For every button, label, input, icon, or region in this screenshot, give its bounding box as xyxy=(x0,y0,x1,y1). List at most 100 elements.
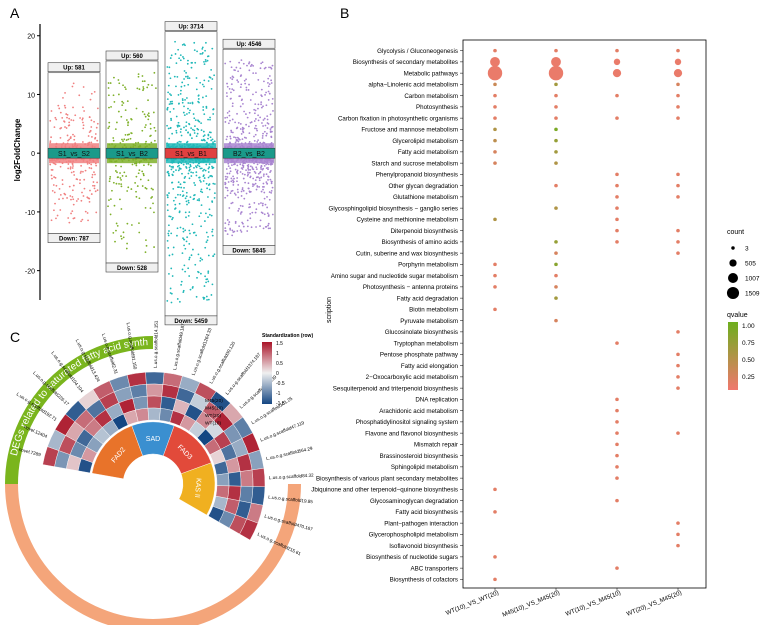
volcano-point xyxy=(229,119,231,122)
volcano-point xyxy=(194,263,197,266)
volcano-point xyxy=(254,211,257,214)
volcano-point xyxy=(137,141,140,144)
volcano-point xyxy=(142,87,145,90)
volcano-point xyxy=(204,212,207,215)
volcano-point xyxy=(79,172,82,174)
volcano-point xyxy=(207,270,210,273)
volcano-point xyxy=(229,170,232,173)
volcano-point xyxy=(180,186,183,189)
volcano-point xyxy=(200,225,203,228)
volcano-point xyxy=(185,129,187,132)
volcano-point xyxy=(239,67,242,70)
volcano-point xyxy=(114,240,116,243)
volcano-point xyxy=(228,110,231,113)
volcano-point xyxy=(262,182,265,185)
volcano-point xyxy=(272,110,274,112)
volcano-point xyxy=(172,170,175,173)
volcano-point xyxy=(121,175,124,177)
volcano-point xyxy=(200,212,202,214)
volcano-point xyxy=(237,81,240,83)
volcano-point xyxy=(79,182,81,185)
pathway-label: 2−Oxocarboxylic acid metabolism xyxy=(366,374,458,381)
volcano-point xyxy=(183,114,186,117)
volcano-point xyxy=(232,76,235,79)
volcano-point xyxy=(230,66,233,69)
pathway-dot xyxy=(676,48,680,53)
volcano-point xyxy=(82,195,85,197)
volcano-point xyxy=(265,181,268,184)
volcano-point xyxy=(224,230,227,232)
volcano-point xyxy=(267,90,270,93)
volcano-point xyxy=(184,211,187,214)
volcano-point xyxy=(154,87,157,90)
volcano-point xyxy=(63,104,66,107)
volcano-point xyxy=(201,96,204,99)
volcano-point xyxy=(247,125,250,128)
volcano-point xyxy=(169,110,172,113)
volcano-point xyxy=(236,126,239,129)
volcano-point xyxy=(152,202,154,205)
volcano-point xyxy=(233,69,236,71)
volcano-point xyxy=(167,232,170,235)
volcano-point xyxy=(202,180,205,182)
volcano-point xyxy=(80,220,83,223)
volcano-point xyxy=(59,136,62,139)
volcano-point xyxy=(230,131,233,134)
pathway-dot xyxy=(676,183,680,188)
volcano-point xyxy=(199,179,201,182)
volcano-point xyxy=(198,198,201,200)
volcano-point xyxy=(250,63,253,66)
volcano-point xyxy=(205,295,208,298)
volcano-point xyxy=(207,171,210,173)
pathway-label: Fructose and mannose metabolism xyxy=(361,127,458,134)
volcano-point xyxy=(142,172,145,175)
pathway-dot xyxy=(676,195,680,199)
heatmap-cell xyxy=(228,471,242,487)
volcano-point xyxy=(174,53,177,55)
volcano-point xyxy=(207,298,210,301)
volcano-point xyxy=(239,163,242,166)
volcano-point xyxy=(79,117,81,119)
volcano-point xyxy=(144,206,147,209)
volcano-point xyxy=(89,189,91,192)
volcano-point xyxy=(188,111,191,114)
volcano-point xyxy=(117,93,120,96)
volcano-point xyxy=(245,123,248,126)
volcano-point xyxy=(258,179,261,182)
volcano-point xyxy=(189,102,192,105)
volcano-point xyxy=(260,94,263,97)
volcano-point xyxy=(257,172,260,175)
volcano-point xyxy=(263,173,265,176)
volcano-point xyxy=(167,172,170,175)
volcano-point xyxy=(271,130,273,133)
volcano-point xyxy=(197,100,200,103)
volcano-point xyxy=(167,234,170,237)
volcano-point xyxy=(141,170,144,173)
volcano-point xyxy=(178,202,181,205)
pathway-label: Porphyrin metabolism xyxy=(398,262,458,269)
volcano-point xyxy=(229,97,232,100)
volcano-point xyxy=(72,170,75,173)
volcano-point xyxy=(224,186,227,189)
volcano-point xyxy=(208,163,211,166)
volcano-point xyxy=(178,211,181,214)
volcano-point xyxy=(114,164,117,167)
pathway-dot xyxy=(493,307,497,312)
volcano-point xyxy=(263,197,266,200)
volcano-point xyxy=(230,190,233,193)
volcano-point xyxy=(90,126,93,128)
volcano-point xyxy=(73,138,76,141)
volcano-point xyxy=(239,95,241,98)
pathway-label: Sesquiterpenoid and triterpenoid biosynt… xyxy=(333,385,458,392)
volcano-point xyxy=(195,77,198,79)
volcano-point xyxy=(51,189,54,192)
volcano-point xyxy=(143,80,146,83)
volcano-point xyxy=(238,61,241,64)
volcano-point xyxy=(139,178,142,181)
volcano-point xyxy=(266,122,269,124)
volcano-point xyxy=(180,85,183,88)
volcano-point xyxy=(226,189,229,192)
volcano-point xyxy=(205,107,208,109)
volcano-point xyxy=(120,183,123,186)
volcano-point xyxy=(181,81,184,84)
